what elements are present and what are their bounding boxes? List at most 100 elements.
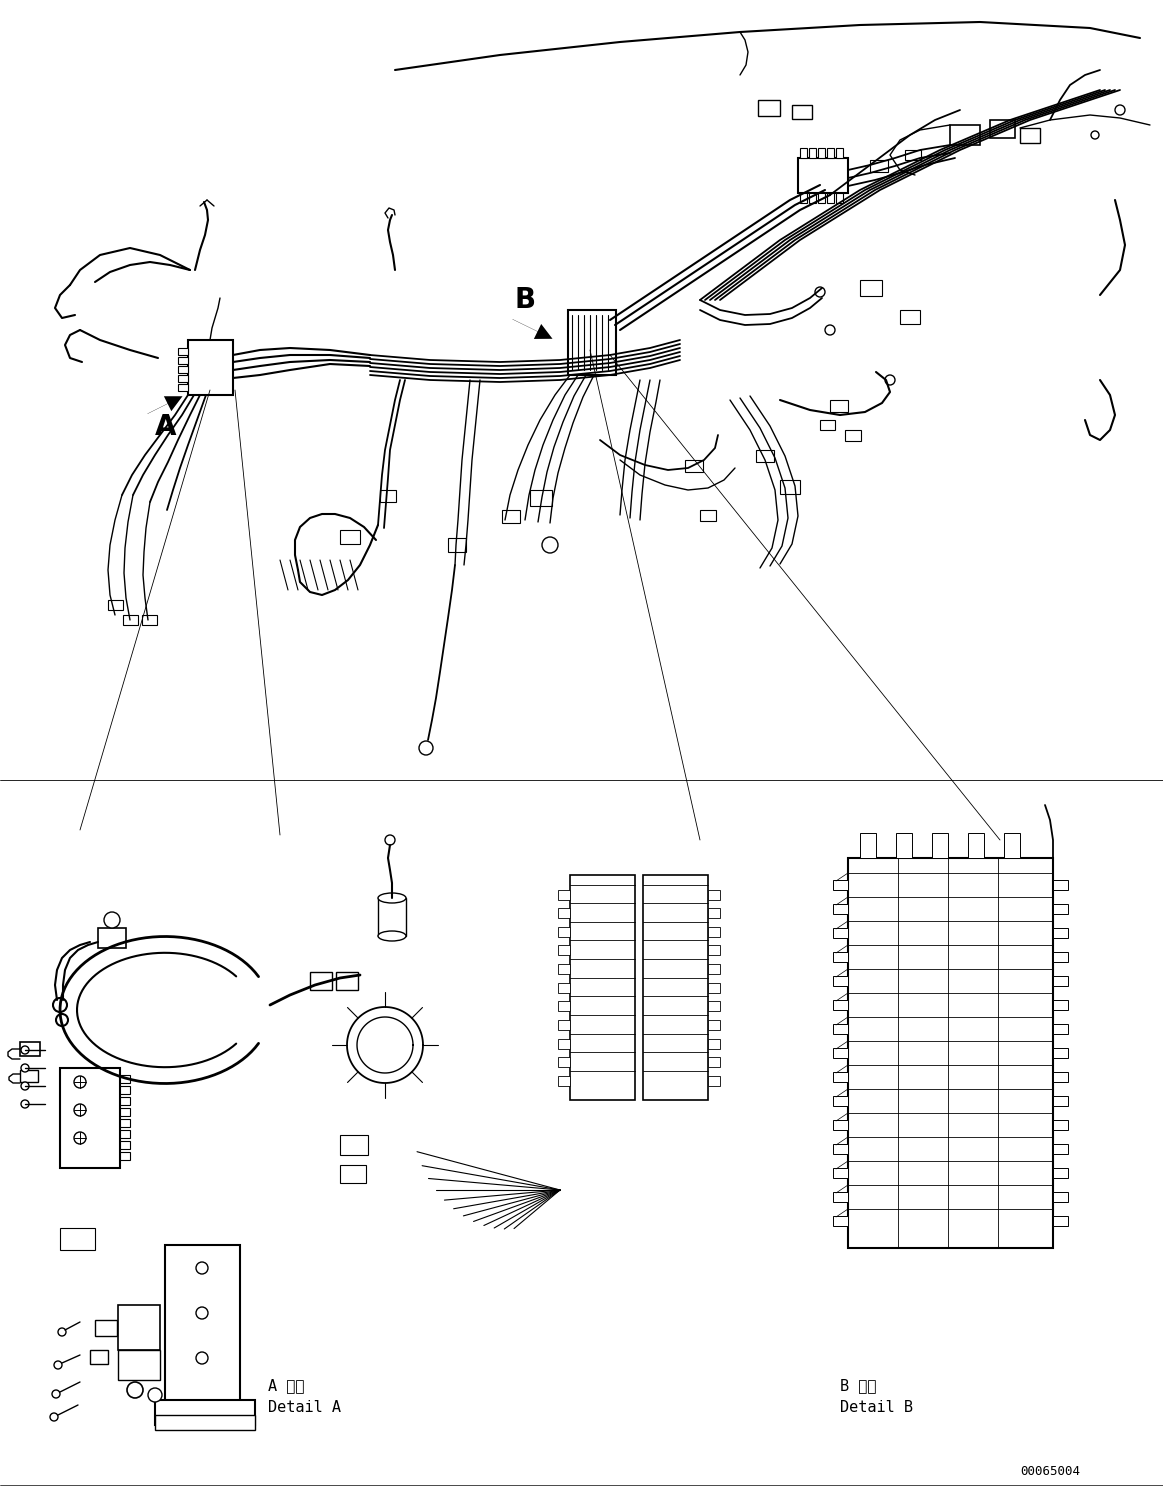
Bar	[120, 1097, 130, 1106]
Text: 00065004: 00065004	[1020, 1466, 1080, 1478]
Bar	[833, 952, 848, 963]
Bar	[1053, 1216, 1068, 1226]
Ellipse shape	[378, 931, 406, 940]
Bar	[708, 927, 720, 937]
Bar	[833, 1192, 848, 1202]
Bar	[1053, 952, 1068, 963]
Bar	[98, 929, 126, 948]
Bar	[846, 430, 861, 440]
Circle shape	[52, 1390, 60, 1399]
Bar	[1053, 976, 1068, 987]
Ellipse shape	[378, 893, 406, 903]
Bar	[1053, 905, 1068, 914]
Bar	[95, 1320, 117, 1336]
Circle shape	[21, 1064, 29, 1071]
Bar	[685, 460, 702, 472]
Bar	[818, 193, 825, 202]
Text: B 詳細: B 詳細	[840, 1378, 877, 1393]
Bar	[833, 1097, 848, 1106]
Bar	[178, 348, 188, 356]
Bar	[1053, 1192, 1068, 1202]
Text: A: A	[155, 414, 177, 440]
Circle shape	[197, 1262, 208, 1274]
Bar	[708, 1019, 720, 1030]
Bar	[60, 1068, 120, 1168]
Bar	[798, 158, 848, 193]
Circle shape	[56, 1013, 67, 1027]
Bar	[120, 1109, 130, 1116]
Bar	[178, 357, 188, 365]
Circle shape	[197, 1306, 208, 1318]
Bar	[558, 945, 570, 955]
Circle shape	[1091, 131, 1099, 138]
Circle shape	[74, 1076, 86, 1088]
Bar	[1004, 833, 1020, 859]
Bar	[1053, 1071, 1068, 1082]
Text: B: B	[515, 286, 536, 314]
Bar	[1053, 1097, 1068, 1106]
Bar	[558, 1056, 570, 1067]
Bar	[833, 1120, 848, 1129]
Text: A 詳細: A 詳細	[267, 1378, 305, 1393]
Bar	[833, 1000, 848, 1010]
Bar	[340, 530, 361, 545]
Bar	[833, 976, 848, 987]
Bar	[900, 310, 920, 324]
Bar	[896, 833, 912, 859]
Circle shape	[50, 1414, 58, 1421]
Bar	[558, 890, 570, 900]
Bar	[780, 481, 800, 494]
Bar	[120, 1074, 130, 1083]
Bar	[311, 972, 331, 990]
Bar	[178, 366, 188, 373]
Bar	[708, 1056, 720, 1067]
Bar	[188, 339, 233, 394]
Bar	[20, 1070, 38, 1082]
Bar	[1053, 1120, 1068, 1129]
Bar	[117, 1350, 160, 1379]
Bar	[859, 833, 876, 859]
Bar	[708, 908, 720, 918]
Bar	[570, 875, 635, 1100]
Bar	[378, 897, 406, 936]
Bar	[859, 280, 882, 296]
Bar	[836, 147, 843, 158]
Bar	[568, 310, 616, 375]
Bar	[905, 150, 921, 161]
Bar	[833, 1216, 848, 1226]
Circle shape	[385, 835, 395, 845]
Bar	[818, 147, 825, 158]
Bar	[120, 1119, 130, 1126]
Circle shape	[1115, 106, 1125, 115]
Bar	[558, 964, 570, 975]
Circle shape	[104, 912, 120, 929]
Bar	[178, 384, 188, 391]
Text: Detail B: Detail B	[840, 1400, 913, 1415]
Bar	[155, 1400, 255, 1426]
Bar	[800, 193, 807, 202]
Bar	[120, 1141, 130, 1149]
Circle shape	[127, 1382, 143, 1399]
Bar	[708, 1076, 720, 1086]
Circle shape	[21, 1082, 29, 1091]
Bar	[558, 908, 570, 918]
Bar	[502, 510, 520, 522]
Bar	[800, 147, 807, 158]
Bar	[1053, 1168, 1068, 1178]
Bar	[708, 1039, 720, 1049]
Circle shape	[74, 1132, 86, 1144]
Circle shape	[885, 375, 896, 385]
Circle shape	[419, 741, 433, 754]
Bar	[990, 121, 1015, 138]
Bar	[809, 147, 816, 158]
Bar	[968, 833, 984, 859]
Bar	[827, 147, 834, 158]
Bar	[708, 964, 720, 975]
Bar	[120, 1152, 130, 1161]
Bar	[932, 833, 948, 859]
Bar	[120, 1086, 130, 1094]
Bar	[708, 890, 720, 900]
Bar	[117, 1305, 160, 1350]
Bar	[20, 1042, 40, 1056]
Bar	[178, 375, 188, 382]
